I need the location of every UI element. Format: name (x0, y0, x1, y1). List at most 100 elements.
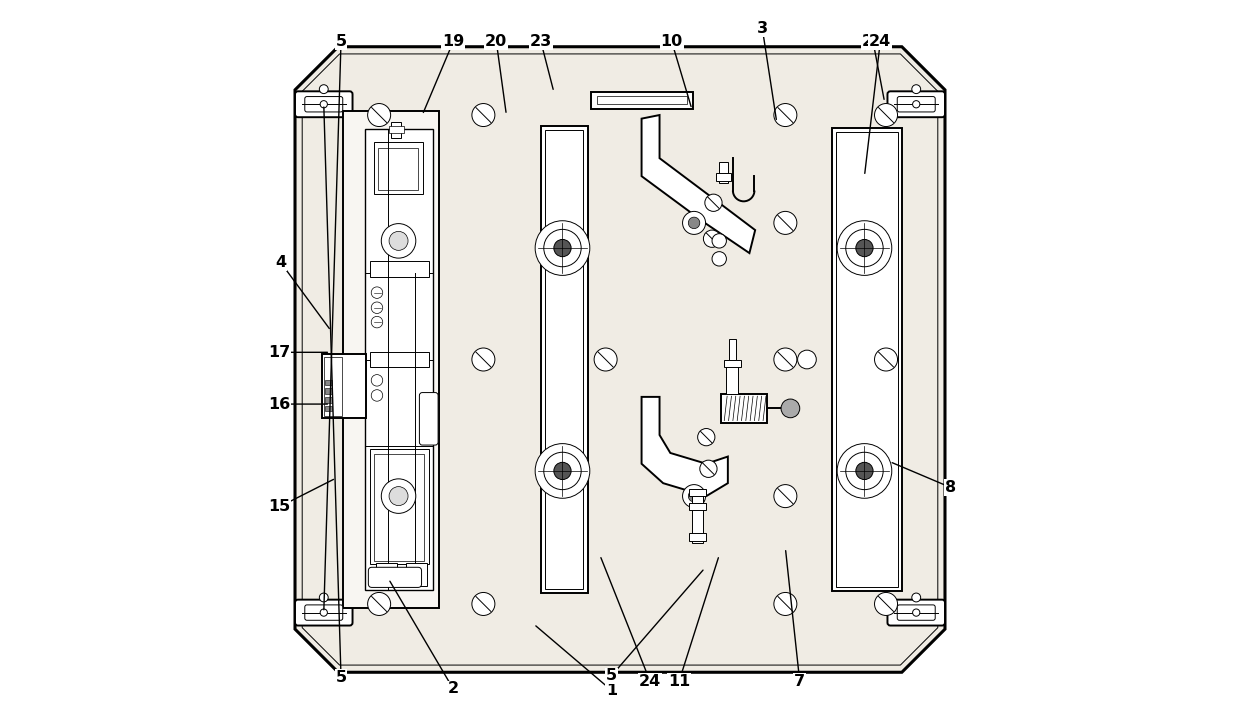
Circle shape (712, 234, 727, 248)
Circle shape (371, 390, 383, 401)
Circle shape (320, 85, 329, 93)
Bar (321, 354, 366, 418)
Circle shape (381, 224, 415, 258)
Polygon shape (641, 115, 755, 253)
Circle shape (371, 316, 383, 328)
Bar (837, 132, 898, 587)
Circle shape (371, 375, 383, 386)
Circle shape (874, 348, 898, 371)
Circle shape (837, 221, 892, 275)
Circle shape (846, 452, 883, 490)
FancyBboxPatch shape (295, 600, 352, 626)
Bar (376, 563, 397, 586)
Text: 23: 23 (862, 35, 884, 49)
Polygon shape (641, 397, 728, 496)
Circle shape (367, 592, 391, 615)
Circle shape (536, 444, 590, 498)
Bar (723, 360, 740, 367)
Circle shape (682, 485, 706, 508)
Bar (325, 397, 332, 403)
Bar (374, 142, 423, 194)
Circle shape (688, 490, 699, 502)
Bar (370, 261, 429, 277)
Circle shape (554, 462, 572, 480)
Circle shape (544, 229, 582, 267)
Circle shape (911, 593, 920, 602)
Circle shape (703, 230, 720, 247)
Bar (389, 126, 403, 133)
Circle shape (472, 592, 495, 615)
Circle shape (320, 593, 329, 602)
Bar (591, 92, 693, 109)
Text: 17: 17 (268, 345, 290, 360)
Circle shape (472, 348, 495, 371)
Text: 15: 15 (268, 500, 290, 514)
Bar (370, 449, 429, 564)
Bar (689, 533, 707, 541)
FancyBboxPatch shape (295, 91, 352, 117)
Circle shape (856, 239, 873, 257)
Bar (719, 162, 728, 183)
FancyBboxPatch shape (888, 600, 945, 626)
Text: 5: 5 (606, 669, 618, 683)
Bar (374, 454, 424, 561)
Bar (325, 388, 332, 394)
Bar (546, 130, 583, 589)
Circle shape (688, 217, 699, 229)
Circle shape (536, 221, 590, 275)
Bar (832, 128, 901, 591)
Circle shape (781, 399, 800, 418)
Circle shape (846, 229, 883, 267)
Circle shape (774, 211, 797, 234)
Bar (325, 406, 332, 411)
Circle shape (913, 101, 920, 108)
Text: 23: 23 (529, 35, 552, 49)
Circle shape (874, 592, 898, 615)
Circle shape (856, 462, 873, 480)
Circle shape (554, 239, 572, 257)
Circle shape (389, 232, 408, 250)
Text: 16: 16 (268, 397, 290, 411)
Text: 1: 1 (606, 683, 618, 697)
Circle shape (472, 104, 495, 127)
Text: 4: 4 (275, 255, 286, 270)
Bar (596, 96, 687, 104)
Text: 20: 20 (485, 35, 507, 49)
Circle shape (774, 592, 797, 615)
Bar (689, 503, 707, 510)
Text: 10: 10 (661, 35, 683, 49)
Text: 5: 5 (336, 35, 347, 49)
Text: 19: 19 (443, 35, 464, 49)
FancyBboxPatch shape (888, 91, 945, 117)
Bar (729, 339, 737, 360)
Bar (343, 111, 439, 608)
FancyBboxPatch shape (898, 96, 935, 112)
FancyBboxPatch shape (419, 393, 438, 445)
Text: 5: 5 (336, 670, 347, 684)
FancyBboxPatch shape (898, 605, 935, 620)
Text: 3: 3 (756, 22, 768, 36)
Circle shape (544, 452, 582, 490)
Circle shape (381, 479, 415, 513)
Circle shape (389, 487, 408, 505)
Bar (727, 365, 738, 394)
Circle shape (913, 609, 920, 616)
Circle shape (699, 460, 717, 477)
Circle shape (712, 252, 727, 266)
Circle shape (797, 350, 816, 369)
Bar (378, 148, 418, 190)
FancyBboxPatch shape (368, 567, 422, 587)
Bar (720, 394, 768, 423)
Circle shape (698, 429, 715, 446)
Polygon shape (295, 47, 945, 672)
Circle shape (874, 104, 898, 127)
Bar (541, 126, 588, 593)
Circle shape (682, 211, 706, 234)
Bar (370, 352, 429, 367)
Circle shape (320, 609, 327, 616)
FancyBboxPatch shape (305, 605, 342, 620)
Circle shape (371, 302, 383, 313)
Bar (365, 129, 433, 590)
Bar (325, 380, 332, 385)
Text: 2: 2 (448, 682, 459, 696)
